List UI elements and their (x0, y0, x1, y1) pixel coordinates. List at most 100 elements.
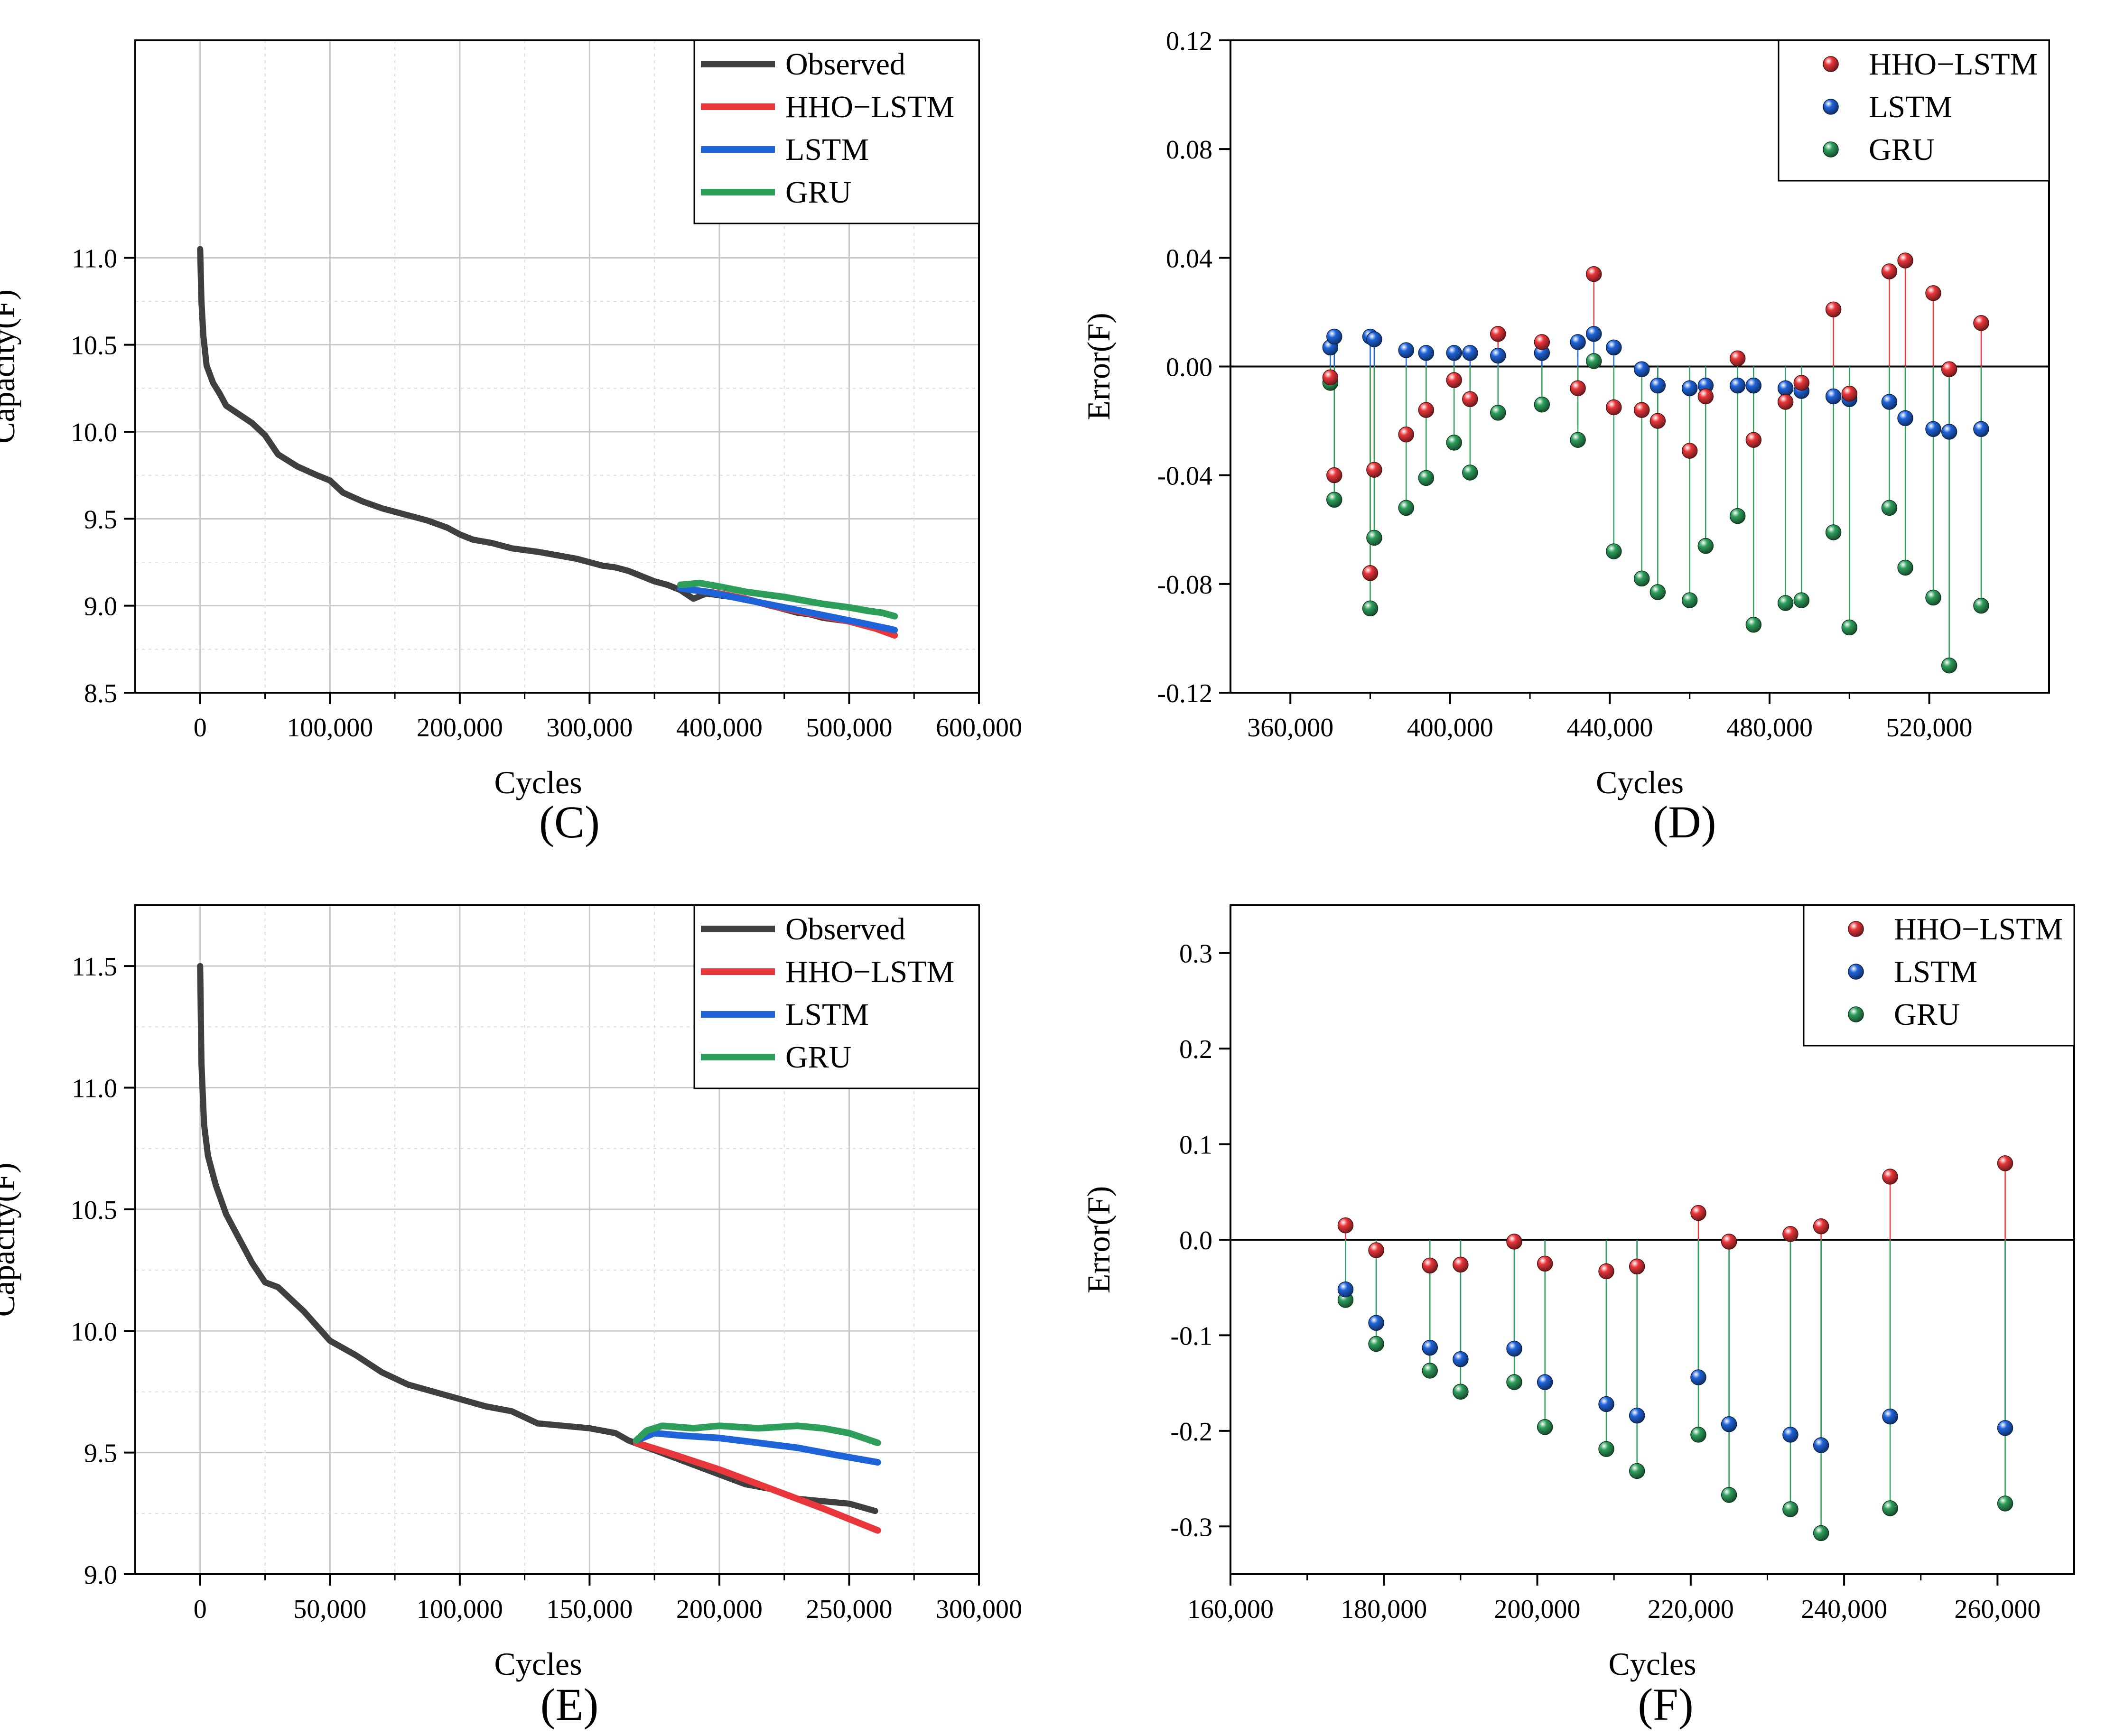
marker-hho-lstm (1882, 1169, 1898, 1185)
plot-frame (134, 904, 980, 1575)
series-line-hho-lstm (633, 1439, 881, 1534)
marker-lstm (1446, 345, 1462, 361)
marker-hho-lstm (1697, 388, 1714, 405)
legend: Observed HHO−LSTM LSTM GRU (693, 904, 980, 1089)
series-line-observed (197, 963, 878, 1514)
marker-hho-lstm (1813, 1218, 1829, 1235)
series-line-lstm (633, 1430, 881, 1466)
marker-gru (1729, 508, 1746, 524)
x-tick-label: 440,000 (1566, 713, 1653, 743)
marker-lstm (1366, 331, 1382, 347)
x-tick-label: 180,000 (1341, 1595, 1427, 1624)
x-tick-label: 200,000 (1494, 1595, 1581, 1624)
marker-gru (1690, 1427, 1706, 1443)
marker-hho-lstm (1422, 1257, 1438, 1274)
marker-lstm (1813, 1437, 1829, 1453)
panel-label: (F) (1638, 1679, 1693, 1730)
x-tick-label: 160,000 (1187, 1595, 1274, 1624)
marker-lstm (1506, 1340, 1522, 1357)
marker-hho-lstm (1745, 432, 1762, 448)
marker-hho-lstm (1418, 402, 1435, 418)
marker-lstm (1585, 326, 1602, 342)
plot-data-area (197, 963, 881, 1534)
marker-lstm (1326, 328, 1342, 345)
marker-gru (1897, 559, 1913, 576)
marker-lstm (1337, 1281, 1354, 1298)
marker-gru (1462, 464, 1478, 481)
marker-gru (1825, 524, 1842, 540)
marker-gru (1326, 492, 1342, 508)
marker-lstm (1729, 377, 1746, 394)
marker-gru (1813, 1525, 1829, 1541)
legend-label: LSTM (1894, 955, 1977, 989)
marker-hho-lstm (1841, 386, 1858, 402)
marker-gru (1973, 597, 1989, 614)
marker-gru (1721, 1487, 1737, 1503)
marker-lstm (1825, 388, 1842, 405)
marker-hho-lstm (1825, 301, 1842, 317)
series-line-gru (677, 580, 898, 620)
legend-label: Observed (785, 47, 905, 82)
marker-lstm (1777, 380, 1794, 397)
marker-lstm (1462, 345, 1478, 361)
x-axis-label: Cycles (494, 1646, 582, 1682)
marker-gru (1534, 396, 1550, 413)
marker-gru (1446, 435, 1462, 451)
marker-gru (1882, 1500, 1898, 1516)
legend-label: HHO−LSTM (785, 90, 954, 124)
marker-hho-lstm (1925, 285, 1941, 301)
legend-label: GRU (785, 1040, 851, 1075)
marker-hho-lstm (1629, 1258, 1645, 1275)
panel-label: (E) (540, 1679, 599, 1730)
marker-gru (1368, 1336, 1384, 1352)
marker-gru (1941, 657, 1957, 674)
marker-gru (1453, 1383, 1469, 1400)
y-axis-label: Error(F) (1081, 313, 1117, 420)
marker-hho-lstm (1366, 462, 1382, 478)
marker-hho-lstm (1362, 565, 1379, 581)
y-tick-label: 9.5 (84, 505, 117, 534)
y-tick-label: -0.3 (1170, 1513, 1212, 1542)
marker-hho-lstm (1973, 315, 1989, 331)
legend-label: HHO−LSTM (785, 955, 954, 989)
y-tick-label: -0.12 (1157, 679, 1212, 708)
marker-hho-lstm (1633, 402, 1650, 418)
marker-lstm (1649, 377, 1666, 394)
x-tick-label: 150,000 (546, 1595, 633, 1624)
x-tick-label: 220,000 (1648, 1595, 1734, 1624)
legend: Observed HHO−LSTM LSTM GRU (693, 39, 980, 224)
y-tick-label: 9.0 (84, 592, 117, 622)
marker-lstm (1721, 1416, 1737, 1432)
marker-lstm (1422, 1339, 1438, 1356)
marker-lstm (1368, 1315, 1384, 1331)
marker-lstm (1418, 345, 1435, 361)
y-tick-label: 0.04 (1166, 244, 1212, 273)
plot-data-area (197, 246, 898, 639)
y-tick-label: 0.00 (1166, 353, 1212, 382)
marker-gru (1366, 529, 1382, 546)
marker-gru (1506, 1374, 1522, 1390)
marker-lstm (1881, 394, 1898, 410)
marker-lstm (1690, 1369, 1706, 1385)
legend-marker-gru (1848, 1006, 1864, 1022)
plot-data-area (1230, 1155, 2074, 1541)
y-tick-label: 11.0 (72, 1074, 117, 1104)
series-line-gru (633, 1422, 881, 1447)
marker-gru (1490, 405, 1506, 421)
marker-lstm (1997, 1420, 2013, 1436)
marker-gru (1633, 570, 1650, 587)
marker-gru (1537, 1419, 1553, 1435)
y-tick-label: 10.5 (71, 1196, 117, 1225)
marker-hho-lstm (1585, 266, 1602, 282)
x-tick-label: 50,000 (293, 1595, 366, 1624)
marker-hho-lstm (1398, 426, 1414, 443)
y-tick-label: -0.2 (1170, 1417, 1212, 1447)
marker-lstm (1598, 1396, 1614, 1412)
plot-frame (134, 39, 980, 694)
legend-marker-lstm (1848, 964, 1864, 980)
y-tick-label: 0.12 (1166, 27, 1212, 56)
marker-gru (1629, 1463, 1645, 1479)
y-tick-label: 10.5 (71, 331, 117, 361)
